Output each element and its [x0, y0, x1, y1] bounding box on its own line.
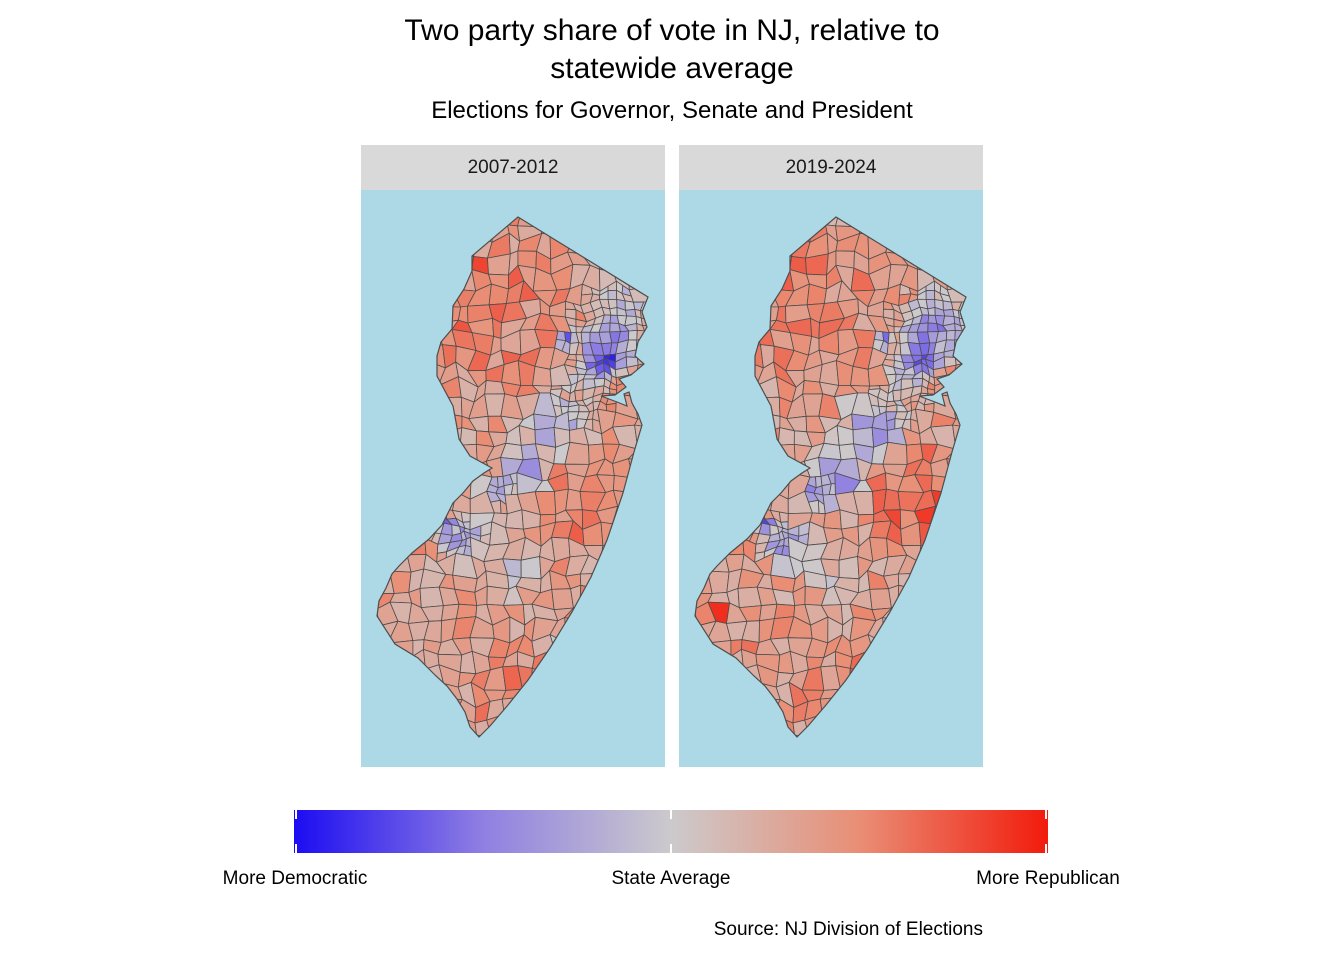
legend-tick-center-top — [670, 810, 672, 819]
legend-tick-left-bottom — [295, 844, 297, 853]
source-caption: Source: NJ Division of Elections — [713, 919, 983, 940]
map-panel-2007-2012 — [361, 190, 665, 767]
legend-gradient-bar — [294, 810, 1048, 853]
legend-tick-center-bottom — [670, 844, 672, 853]
legend-tick-left-top — [295, 810, 297, 819]
chart-title-line1: Two party share of vote in NJ, relative … — [404, 14, 940, 47]
map-panel-2019-2024 — [679, 190, 983, 767]
facet-strip-2019-2024: 2019-2024 — [679, 145, 983, 190]
facet-label: 2007-2012 — [467, 156, 559, 178]
chart-subtitle: Elections for Governor, Senate and Presi… — [431, 97, 913, 124]
facet-label: 2019-2024 — [785, 156, 877, 178]
chart-title-line2: statewide average — [550, 52, 794, 85]
legend-label-more-republican: More Republican — [976, 868, 1120, 889]
legend-label-more-democratic: More Democratic — [222, 868, 368, 889]
chart-title: Two party share of vote in NJ, relative … — [0, 12, 1344, 88]
nj-choropleth-2019-2024 — [694, 216, 967, 738]
nj-choropleth-2007-2012 — [376, 216, 649, 738]
facet-strip-2007-2012: 2007-2012 — [361, 145, 665, 190]
legend-tick-right-bottom — [1045, 844, 1047, 853]
legend-label-state-average: State Average — [611, 868, 731, 889]
legend-tick-right-top — [1045, 810, 1047, 819]
